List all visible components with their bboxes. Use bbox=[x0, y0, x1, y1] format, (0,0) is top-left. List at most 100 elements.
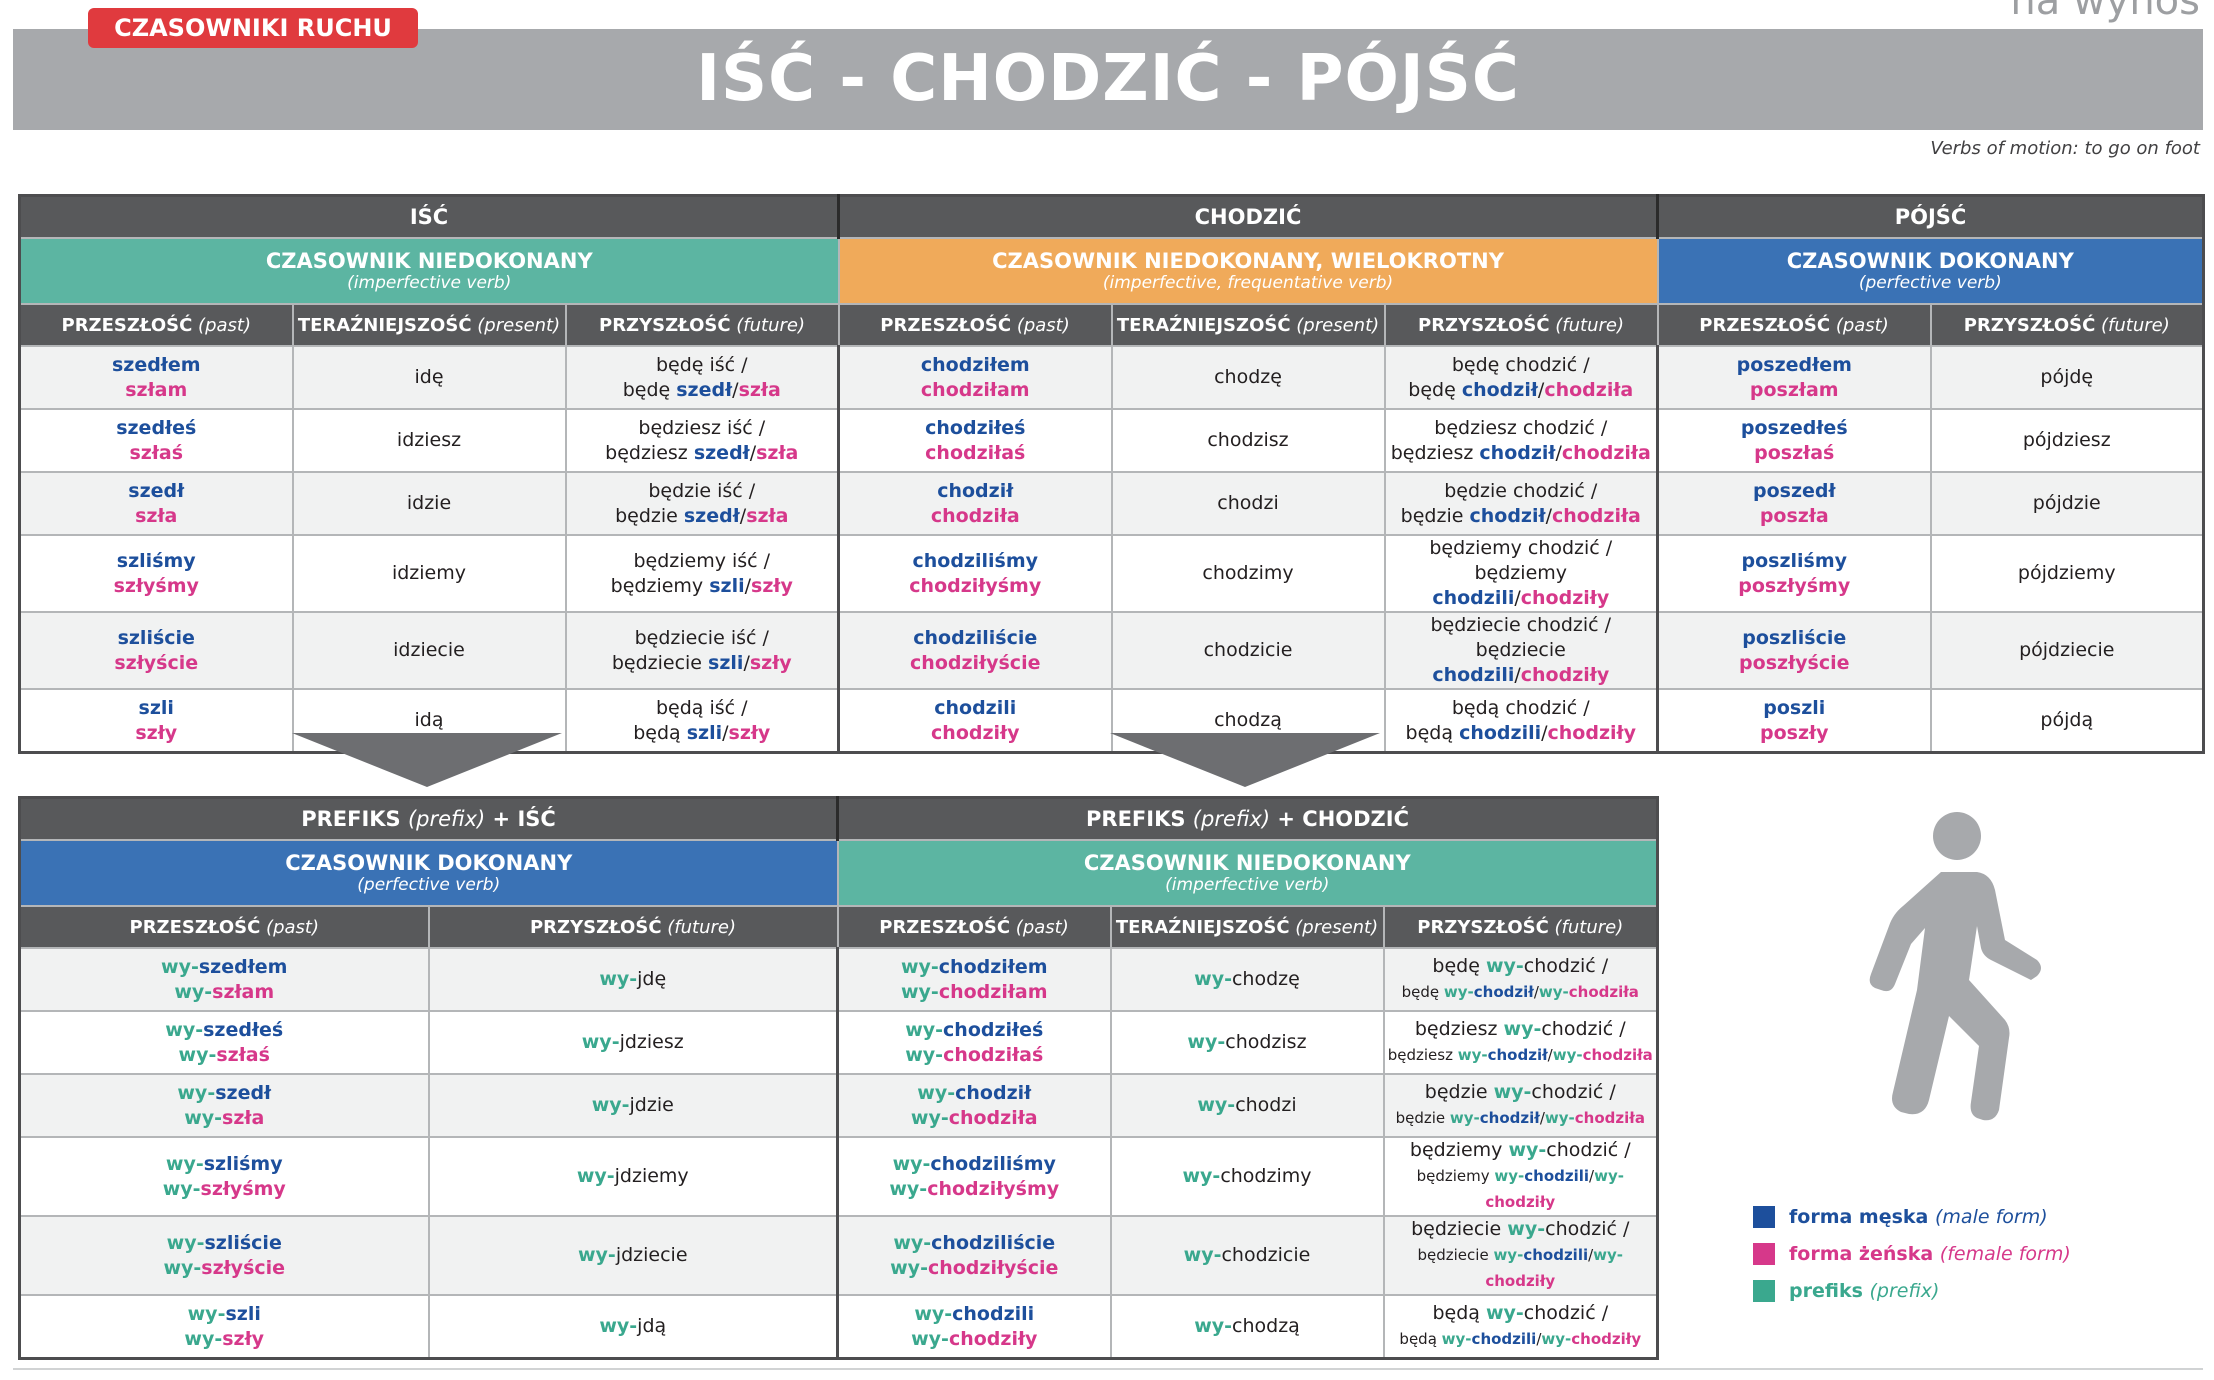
female-form: chodziłyście bbox=[927, 1256, 1059, 1279]
prefix-header-isc: PREFIKS (prefix) + IŚĆ bbox=[18, 796, 839, 841]
female-form: szła bbox=[746, 504, 789, 527]
separator: / bbox=[1545, 504, 1552, 527]
col-past: PRZESZŁOŚĆ (past) bbox=[1656, 303, 1932, 347]
male-form: chodziliście bbox=[913, 626, 1038, 649]
future-line-2: będzie wy-chodził/wy-chodziła bbox=[1396, 1109, 1645, 1127]
cell-isc-future: będę iść / będę szedł/szła bbox=[564, 345, 840, 410]
cell-wychodzic-future: będą wy-chodzić / będą wy-chodzili/wy-cho… bbox=[1382, 1294, 1659, 1360]
col-present: TERAŹNIEJSZOŚĆ (present) bbox=[291, 303, 567, 347]
prefix-wy: wy- bbox=[917, 1081, 956, 1104]
male-form: szedł bbox=[683, 504, 740, 527]
future-aux: będą iść / bbox=[655, 696, 748, 719]
male-form: chodziłeś bbox=[943, 1018, 1044, 1041]
verb-stem: chodzimy bbox=[1220, 1165, 1312, 1187]
future-aux: będę bbox=[1432, 955, 1480, 977]
cell-isc-past: szli szły bbox=[18, 688, 294, 754]
prefix-wy: wy- bbox=[599, 1315, 638, 1337]
cell-wyjsc-future: wy-jdę bbox=[427, 947, 839, 1012]
female-form: szła bbox=[738, 378, 781, 401]
male-form: chodziliście bbox=[931, 1231, 1056, 1254]
cell-chodzic-past: chodziłem chodziłam bbox=[837, 345, 1113, 410]
verb-stem: chodzić / bbox=[1541, 1018, 1626, 1040]
future-aux: będziemy bbox=[1409, 1139, 1503, 1161]
male-form: szedłeś bbox=[116, 416, 197, 439]
cell-pojsc-past: poszedłem poszłam bbox=[1656, 345, 1932, 410]
prefix-wy: wy- bbox=[1593, 1246, 1624, 1264]
title-banner: IŚĆ - CHODZIĆ - PÓJŚĆ bbox=[13, 29, 2203, 130]
female-form: chodziła bbox=[930, 504, 1020, 527]
cell-pojsc-past: poszedł poszła bbox=[1656, 471, 1932, 536]
separator: / bbox=[744, 574, 752, 597]
male-form: szedłeś bbox=[203, 1018, 284, 1041]
future-aux: będzie iść / bbox=[648, 479, 756, 502]
legend-label-en: (male form) bbox=[1935, 1205, 2048, 1228]
prefix-wy: wy- bbox=[577, 1244, 616, 1266]
verb-header-isc: IŚĆ bbox=[18, 194, 840, 239]
aspect-prefix-isc: CZASOWNIK DOKONANY (perfective verb) bbox=[18, 839, 839, 907]
legend-swatch bbox=[1753, 1242, 1775, 1265]
future-aux: będziecie bbox=[1417, 1246, 1489, 1264]
future-aux: będziesz bbox=[1414, 1018, 1498, 1040]
future-aux: będziemy bbox=[1474, 562, 1568, 584]
prefix-wy: wy- bbox=[163, 1256, 202, 1279]
male-form: chodziłeś bbox=[925, 416, 1026, 439]
cell-chodzic-past: chodził chodziła bbox=[837, 471, 1113, 536]
table-row: wy-szliśmy wy-szłyśmy wy-jdziemy wy-chodzil… bbox=[18, 1136, 1659, 1217]
verb-stem: chodzisz bbox=[1225, 1031, 1307, 1053]
female-form: szłaś bbox=[216, 1043, 270, 1066]
prefix-wy: wy- bbox=[1441, 1330, 1472, 1348]
prefix-wy: wy- bbox=[1541, 1330, 1572, 1348]
cell-chodzic-present: chodzisz bbox=[1110, 408, 1386, 473]
prefix-wy: wy- bbox=[177, 1081, 216, 1104]
cell-chodzic-past: chodzili chodziły bbox=[837, 688, 1113, 754]
legend-swatch bbox=[1753, 1279, 1775, 1302]
prefix-wy: wy- bbox=[162, 1177, 201, 1200]
female-form: szłaś bbox=[129, 441, 184, 464]
table-row: szedł szła idzie będzie iść / będzie szedł/s… bbox=[18, 471, 2205, 536]
verb-stem: jdziesz bbox=[619, 1031, 684, 1053]
cell-chodzic-past: chodziliście chodziłyście bbox=[837, 611, 1113, 690]
female-form: chodziła bbox=[948, 1106, 1038, 1129]
female-form: szłyście bbox=[201, 1256, 286, 1279]
cell-isc-past: szedłeś szłaś bbox=[18, 408, 294, 473]
prefix-wy: wy- bbox=[591, 1094, 630, 1116]
male-form: szli bbox=[138, 696, 174, 719]
prefix-wy: wy- bbox=[1194, 968, 1232, 990]
male-form: chodziłem bbox=[938, 955, 1048, 978]
cell-isc-future: będą iść / będą szli/szły bbox=[564, 688, 840, 754]
male-form: chodziłem bbox=[920, 353, 1030, 376]
separator: / bbox=[1541, 721, 1548, 744]
separator: / bbox=[1588, 1246, 1594, 1264]
cell-chodzic-future: będziecie chodzić / będziecie chodzili/ch… bbox=[1383, 611, 1659, 690]
cell-wychodzic-past: wy-chodził wy-chodziła bbox=[836, 1073, 1112, 1138]
legend-label-en: (prefix) bbox=[1869, 1279, 1940, 1302]
cell-isc-present: idzie bbox=[291, 471, 567, 536]
prefix-wy: wy- bbox=[911, 1327, 949, 1350]
male-form: chodzili bbox=[1471, 1330, 1537, 1348]
female-form: szła bbox=[222, 1106, 265, 1129]
prefix-wy: wy- bbox=[1485, 955, 1524, 977]
col-past: PRZESZŁOŚĆ (past) bbox=[837, 303, 1113, 347]
future-aux: będziesz iść / bbox=[638, 416, 766, 439]
male-form: poszliśmy bbox=[1741, 549, 1848, 572]
cell-wychodzic-future: będziesz wy-chodzić / będziesz wy-chodził… bbox=[1382, 1010, 1659, 1075]
male-form: szli bbox=[709, 574, 745, 597]
prefix-wy: wy- bbox=[599, 968, 638, 990]
male-form: szli bbox=[686, 721, 723, 744]
verb-stem: chodzić / bbox=[1523, 1302, 1609, 1324]
female-form: chodziły bbox=[1520, 664, 1610, 686]
prefix-wy: wy- bbox=[1552, 1046, 1583, 1064]
aspect-pojsc: CZASOWNIK DOKONANY (perfective verb) bbox=[1656, 237, 2205, 305]
cell-chodzic-present: chodzi bbox=[1110, 471, 1386, 536]
cell-chodzic-past: chodziliśmy chodziłyśmy bbox=[837, 534, 1113, 613]
prefix-wy: wy- bbox=[892, 1152, 931, 1175]
cell-chodzic-future: będziemy chodzić / będziemy chodzili/chod… bbox=[1383, 534, 1659, 613]
legend-item: prefiks (prefix) bbox=[1753, 1272, 2071, 1309]
separator: / bbox=[1533, 983, 1539, 1001]
cell-pojsc-future: pójdę bbox=[1929, 345, 2205, 410]
female-form: poszłyście bbox=[1739, 651, 1850, 674]
future-aux: będziemy bbox=[610, 574, 704, 597]
cell-isc-future: będzie iść / będzie szedł/szła bbox=[564, 471, 840, 536]
male-form: chodził bbox=[1461, 378, 1538, 401]
prefix-wy: wy- bbox=[889, 1177, 928, 1200]
